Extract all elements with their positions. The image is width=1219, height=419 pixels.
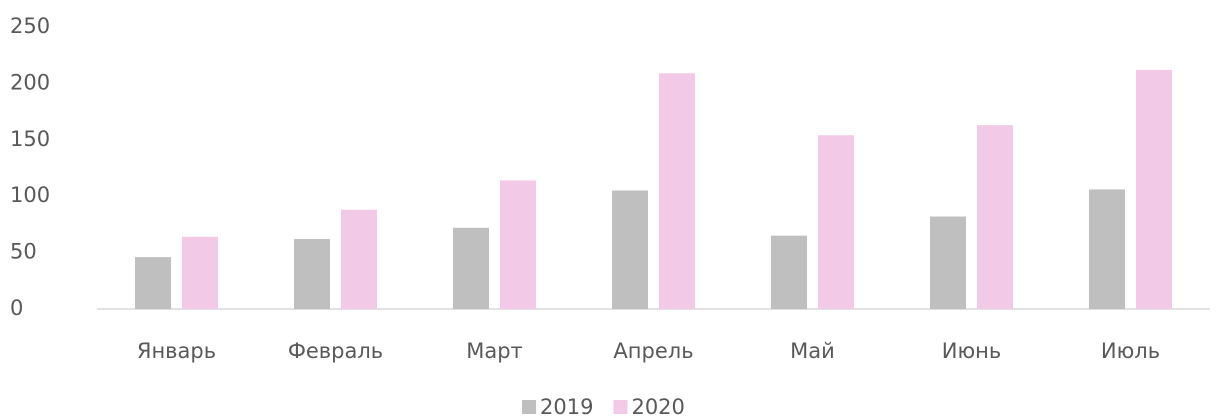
x-tick-label: Март — [466, 339, 523, 363]
bar — [930, 216, 966, 309]
bar — [500, 180, 536, 309]
bar — [1136, 69, 1172, 309]
x-tick-label: Май — [790, 339, 835, 363]
legend-label: 2019 — [540, 395, 593, 419]
y-tick-label: 200 — [10, 70, 50, 94]
legend-swatch — [613, 400, 628, 414]
legend-label: 2020 — [631, 395, 684, 419]
x-tick-label: Июль — [1101, 339, 1160, 363]
bar — [977, 125, 1013, 309]
bar — [453, 227, 489, 309]
y-tick-label: 250 — [10, 14, 50, 38]
bar — [771, 235, 807, 309]
x-tick-label: Июнь — [942, 339, 1002, 363]
bar — [1089, 189, 1125, 309]
x-tick-label: Январь — [137, 339, 216, 363]
y-tick-label: 50 — [10, 240, 37, 264]
x-tick-label: Февраль — [288, 339, 383, 363]
bar — [341, 209, 377, 309]
bar — [818, 135, 854, 309]
bar — [294, 239, 330, 309]
bar — [612, 190, 648, 309]
x-tick-label: Апрель — [613, 339, 693, 363]
bar — [182, 236, 218, 309]
y-tick-label: 150 — [10, 127, 50, 151]
y-tick-label: 100 — [10, 183, 50, 207]
bar — [135, 257, 171, 309]
y-tick-label: 0 — [10, 296, 23, 320]
bar — [659, 73, 695, 309]
legend-swatch — [522, 400, 536, 414]
